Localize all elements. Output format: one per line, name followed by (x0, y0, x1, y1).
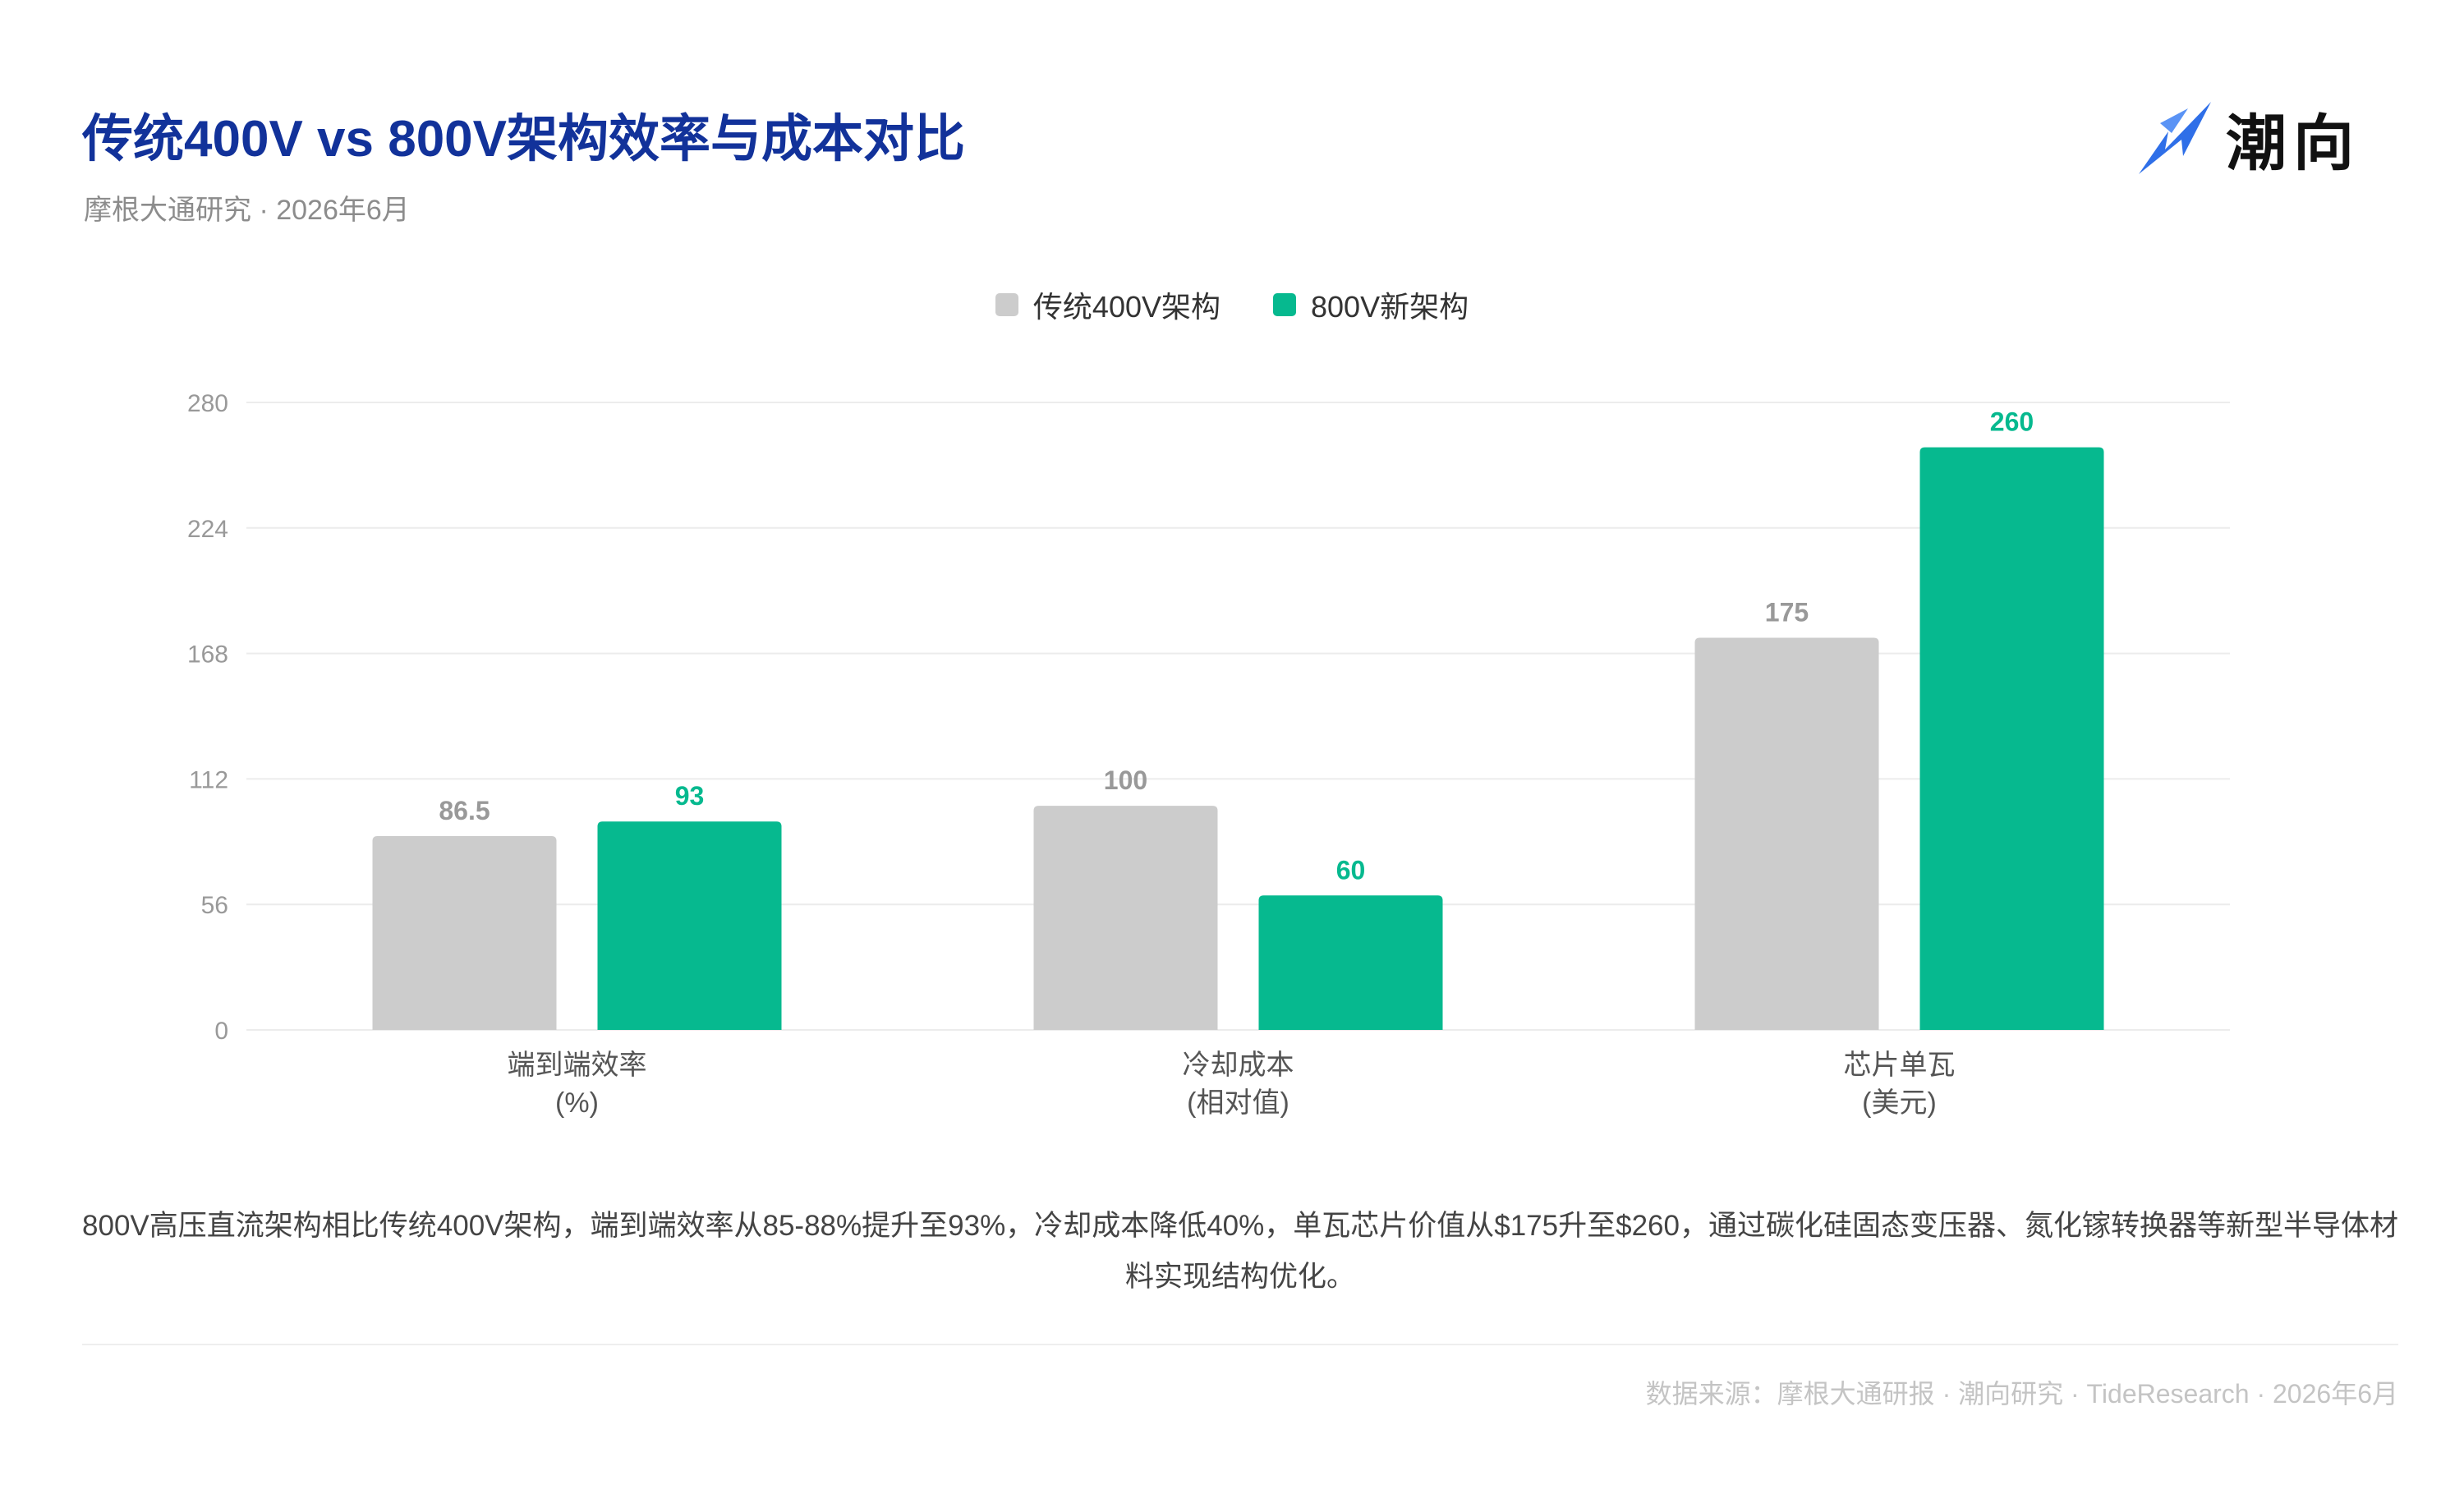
x-tick-label: 端到端效率 (508, 1050, 647, 1081)
brand-name: 潮向 (2226, 108, 2361, 177)
y-tick-label: 280 (187, 390, 228, 417)
legend-label-800v: 800V新架构 (1311, 290, 1469, 324)
legend-label-400v: 传统400V架构 (1032, 290, 1221, 324)
chart-legend: 传统400V架构 800V新架构 (0, 283, 2464, 326)
x-tick-label: (美元) (1862, 1087, 1937, 1119)
data-label: 86.5 (439, 796, 490, 825)
data-label: 260 (1990, 407, 2034, 437)
data-label: 93 (675, 781, 705, 811)
y-tick-label: 0 (214, 1018, 228, 1045)
data-label: 175 (1765, 598, 1809, 627)
brand-logo: 潮向 (2135, 97, 2361, 179)
bar-800v (597, 821, 782, 1030)
y-tick-label: 168 (187, 641, 228, 669)
bar-400v (1033, 806, 1218, 1030)
bar-chart: 0 56 112 168 224 280 86.5 93 端到端效率 (%) 100 60 冷却成本 (相… (187, 390, 2230, 1119)
chart-caption: 800V高压直流架构相比传统400V架构，端到端效率从85-88%提升至93%，… (82, 1210, 2398, 1293)
bar-400v (372, 835, 557, 1030)
page-subtitle: 摩根大通研究 · 2026年6月 (84, 195, 410, 226)
footer-divider (82, 1344, 2398, 1345)
page-title: 传统400V vs 800V架构效率与成本对比 (82, 111, 966, 168)
data-label: 100 (1104, 765, 1147, 795)
bar-800v (1258, 895, 1443, 1030)
data-label: 60 (1336, 855, 1366, 885)
legend-swatch-800v (1273, 293, 1296, 316)
bar-800v (1919, 447, 2104, 1030)
data-source: 数据来源：摩根大通研报 · 潮向研究 · TideResearch · 2026… (1645, 1379, 2398, 1409)
arrow-logo-icon (2139, 102, 2211, 174)
x-tick-label: (相对值) (1187, 1087, 1289, 1119)
bar-400v (1694, 637, 1879, 1030)
y-tick-label: 56 (201, 892, 228, 919)
y-tick-label: 224 (187, 516, 228, 543)
y-tick-label: 112 (189, 766, 228, 793)
x-tick-label: 芯片单瓦 (1844, 1050, 1956, 1081)
legend-item-800v: 800V新架构 (1273, 283, 1469, 326)
legend-item-400v: 传统400V架构 (995, 283, 1221, 326)
x-tick-label: (%) (555, 1087, 599, 1119)
x-tick-label: 冷却成本 (1183, 1050, 1294, 1081)
legend-swatch-400v (995, 293, 1018, 316)
